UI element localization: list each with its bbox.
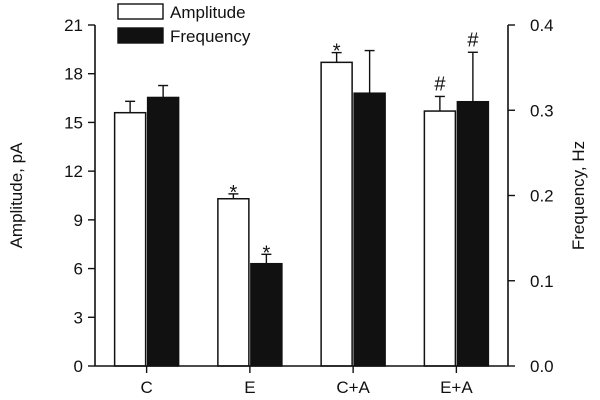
significance-mark: #	[467, 29, 479, 51]
left-tick-label: 15	[64, 113, 83, 132]
right-tick-label: 0.2	[530, 187, 554, 206]
left-axis-label: Amplitude, pA	[7, 142, 26, 248]
bar-amplitude	[423, 110, 457, 367]
left-tick-label: 6	[74, 260, 83, 279]
significance-mark: #	[434, 73, 446, 95]
significance-mark: *	[262, 242, 270, 264]
x-tick-label: E	[244, 378, 255, 397]
bar-frequency	[353, 92, 386, 367]
bar-amplitude	[113, 111, 147, 367]
bar-frequency	[250, 262, 283, 367]
bars: * * * # #	[113, 29, 490, 367]
legend-swatch-amplitude	[117, 3, 164, 20]
bar-amplitude	[320, 61, 353, 367]
left-tick-label: 3	[74, 308, 83, 327]
left-tick-label: 9	[74, 211, 83, 230]
bar-frequency	[146, 96, 180, 367]
x-tick-label: C+A	[336, 378, 370, 397]
x-tick-label: E+A	[440, 378, 473, 397]
right-tick-label: 0.0	[530, 357, 554, 376]
legend: Amplitude Frequency	[117, 3, 251, 46]
right-axis: 0.0 0.1 0.2 0.3 0.4 Frequency, Hz	[507, 16, 588, 376]
left-tick-label: 12	[64, 162, 83, 181]
significance-mark: *	[229, 182, 237, 204]
bar-amplitude	[217, 197, 250, 367]
significance-mark: *	[333, 41, 341, 63]
left-axis: 0 3 6 9 12 15 18 21 Amplitude, pA	[7, 16, 96, 376]
x-tick-label: C	[140, 378, 152, 397]
right-axis-label: Frequency, Hz	[569, 141, 588, 250]
bar-frequency	[456, 100, 490, 367]
left-tick-label: 21	[64, 16, 83, 35]
legend-label-amplitude: Amplitude	[170, 3, 246, 22]
legend-label-frequency: Frequency	[170, 27, 251, 46]
legend-swatch-frequency	[117, 27, 164, 44]
x-axis: C E C+A E+A	[95, 365, 508, 397]
left-tick-label: 0	[74, 357, 83, 376]
right-tick-label: 0.1	[530, 272, 554, 291]
right-tick-label: 0.3	[530, 101, 554, 120]
left-tick-label: 18	[64, 65, 83, 84]
right-tick-label: 0.4	[530, 16, 554, 35]
